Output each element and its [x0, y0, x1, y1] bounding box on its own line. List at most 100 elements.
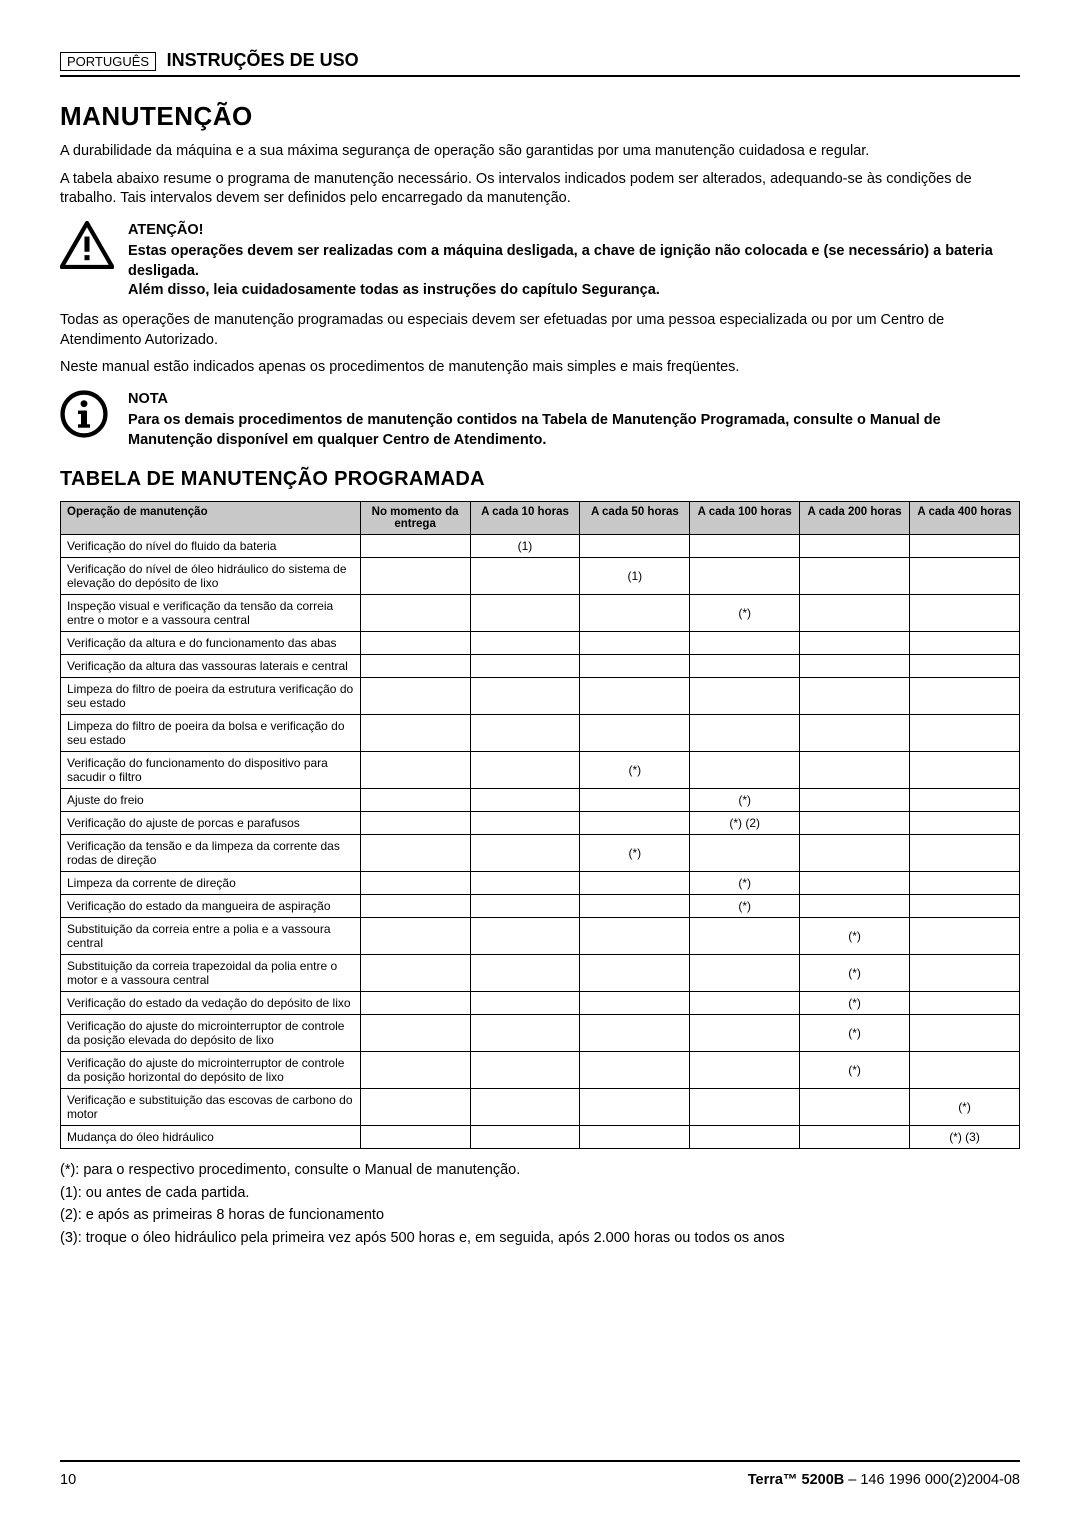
table-cell: (*)	[690, 595, 800, 632]
table-cell	[800, 835, 910, 872]
table-cell-operation: Mudança do óleo hidráulico	[61, 1126, 361, 1149]
footnote: (1): ou antes de cada partida.	[60, 1182, 1020, 1204]
table-cell	[470, 812, 580, 835]
table-row: Verificação do nível de óleo hidráulico …	[61, 558, 1020, 595]
table-cell	[580, 1052, 690, 1089]
table-row: Substituição da correia trapezoidal da p…	[61, 955, 1020, 992]
table-cell	[470, 895, 580, 918]
table-cell	[910, 632, 1020, 655]
table-cell	[470, 655, 580, 678]
page-footer: 10 Terra™ 5200B – 146 1996 000(2)2004-08	[60, 1460, 1020, 1488]
table-cell	[690, 632, 800, 655]
table-cell	[470, 678, 580, 715]
table-cell	[690, 1126, 800, 1149]
table-row: Verificação da altura e do funcionamento…	[61, 632, 1020, 655]
table-cell	[910, 955, 1020, 992]
table-row: Verificação do ajuste do microinterrupto…	[61, 1015, 1020, 1052]
table-cell	[360, 1052, 470, 1089]
table-cell	[800, 1089, 910, 1126]
table-cell	[910, 895, 1020, 918]
table-cell	[580, 872, 690, 895]
table-cell	[470, 872, 580, 895]
table-cell	[360, 678, 470, 715]
table-cell	[360, 1126, 470, 1149]
table-row: Inspeção visual e verificação da tensão …	[61, 595, 1020, 632]
col-header-400h: A cada 400 horas	[910, 502, 1020, 535]
table-cell	[360, 632, 470, 655]
table-cell	[910, 752, 1020, 789]
table-cell	[580, 655, 690, 678]
table-cell	[470, 1015, 580, 1052]
table-cell: (*)	[690, 872, 800, 895]
main-title: MANUTENÇÃO	[60, 101, 1020, 132]
mid-paragraph: Todas as operações de manutenção program…	[60, 311, 1020, 350]
intro-paragraph: A durabilidade da máquina e a sua máxima…	[60, 142, 1020, 162]
table-cell	[690, 992, 800, 1015]
table-cell	[360, 955, 470, 992]
table-row: Verificação do estado da mangueira de as…	[61, 895, 1020, 918]
table-cell	[580, 632, 690, 655]
table-cell-operation: Verificação do ajuste do microinterrupto…	[61, 1052, 361, 1089]
table-cell	[690, 752, 800, 789]
table-cell	[470, 1089, 580, 1126]
table-cell	[690, 1089, 800, 1126]
note-body-line: Para os demais procedimentos de manutenç…	[128, 411, 1020, 450]
footer-model-info: Terra™ 5200B – 146 1996 000(2)2004-08	[748, 1472, 1020, 1488]
table-cell	[580, 895, 690, 918]
warning-text: ATENÇÃO! Estas operações devem ser reali…	[128, 221, 1020, 301]
table-cell: (*)	[800, 918, 910, 955]
table-cell	[360, 835, 470, 872]
table-cell	[470, 632, 580, 655]
table-cell	[580, 1089, 690, 1126]
note-heading: NOTA	[128, 390, 1020, 410]
table-cell	[470, 835, 580, 872]
table-cell	[800, 789, 910, 812]
col-header-100h: A cada 100 horas	[690, 502, 800, 535]
table-cell	[800, 752, 910, 789]
table-row: Verificação do nível do fluido da bateri…	[61, 535, 1020, 558]
footer-model: Terra™ 5200B	[748, 1472, 844, 1488]
col-header-delivery: No momento da entrega	[360, 502, 470, 535]
table-cell: (*) (3)	[910, 1126, 1020, 1149]
table-cell	[470, 558, 580, 595]
table-cell	[580, 715, 690, 752]
table-cell-operation: Verificação e substituição das escovas d…	[61, 1089, 361, 1126]
table-cell	[910, 655, 1020, 678]
doc-header-title: INSTRUÇÕES DE USO	[167, 50, 359, 70]
table-cell	[580, 992, 690, 1015]
table-cell: (*)	[800, 992, 910, 1015]
table-cell	[910, 992, 1020, 1015]
footnote: (3): troque o óleo hidráulico pela prime…	[60, 1227, 1020, 1249]
table-cell: (*) (2)	[690, 812, 800, 835]
table-cell	[910, 535, 1020, 558]
table-cell	[470, 992, 580, 1015]
table-cell	[360, 1089, 470, 1126]
table-cell	[360, 595, 470, 632]
table-cell: (*)	[690, 895, 800, 918]
table-cell	[800, 895, 910, 918]
warning-heading: ATENÇÃO!	[128, 221, 1020, 241]
table-cell	[470, 752, 580, 789]
table-cell	[910, 558, 1020, 595]
table-cell	[360, 895, 470, 918]
table-cell	[360, 1015, 470, 1052]
table-cell	[580, 789, 690, 812]
table-cell-operation: Verificação da altura das vassouras late…	[61, 655, 361, 678]
table-cell	[360, 558, 470, 595]
table-cell: (*)	[800, 955, 910, 992]
table-cell	[360, 655, 470, 678]
table-cell	[800, 1126, 910, 1149]
table-row: Substituição da correia entre a polia e …	[61, 918, 1020, 955]
table-row: Verificação do ajuste do microinterrupto…	[61, 1052, 1020, 1089]
table-cell	[800, 872, 910, 895]
footnote: (*): para o respectivo procedimento, con…	[60, 1159, 1020, 1181]
table-cell-operation: Inspeção visual e verificação da tensão …	[61, 595, 361, 632]
table-cell-operation: Verificação do ajuste de porcas e parafu…	[61, 812, 361, 835]
table-cell	[690, 678, 800, 715]
table-cell	[690, 955, 800, 992]
table-cell-operation: Verificação do estado da mangueira de as…	[61, 895, 361, 918]
warning-body-line: Estas operações devem ser realizadas com…	[128, 242, 1020, 281]
mid-paragraph: Neste manual estão indicados apenas os p…	[60, 358, 1020, 378]
table-cell	[360, 715, 470, 752]
table-cell-operation: Verificação do funcionamento do disposit…	[61, 752, 361, 789]
